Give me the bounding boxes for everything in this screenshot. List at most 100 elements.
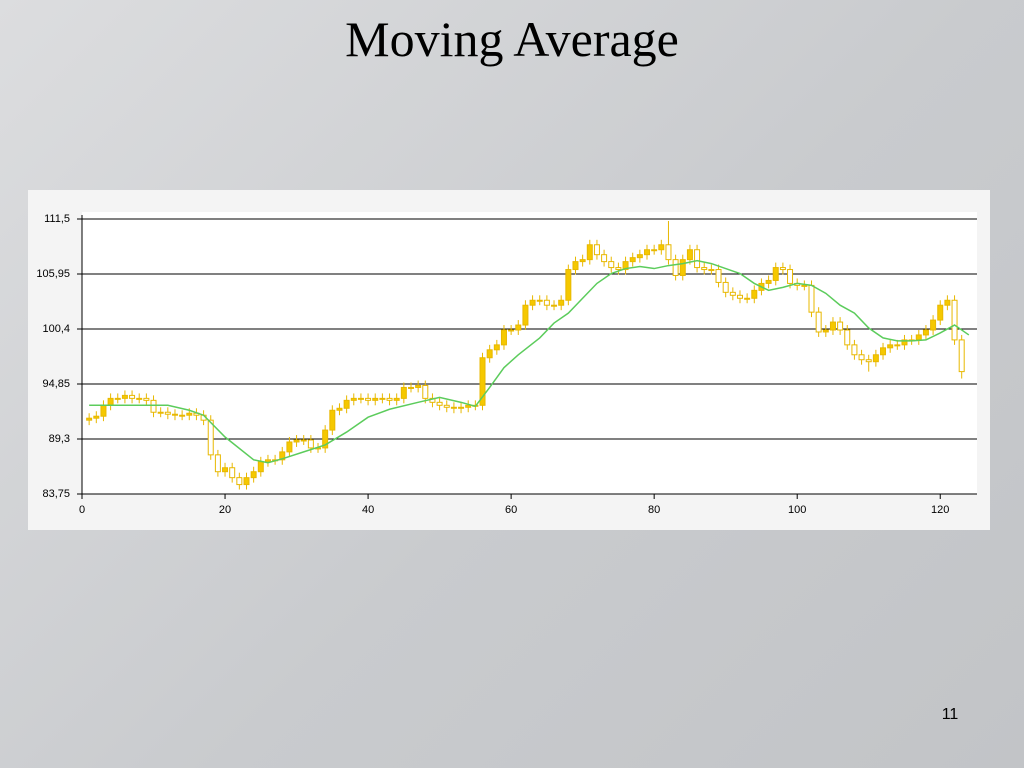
candle-body xyxy=(386,397,393,401)
candle-body xyxy=(951,299,958,341)
candle-body xyxy=(222,467,229,473)
candle-body xyxy=(300,439,307,442)
candle-body xyxy=(329,409,336,431)
candle-body xyxy=(407,386,414,389)
candle-body xyxy=(894,344,901,347)
candle-body xyxy=(858,354,865,361)
candle-body xyxy=(565,269,572,301)
candle-body xyxy=(644,249,651,256)
plot-area xyxy=(82,212,977,494)
candle-body xyxy=(250,471,257,479)
candle-body xyxy=(415,384,422,388)
candle-body xyxy=(121,394,128,399)
candle-body xyxy=(772,267,779,281)
candle-body xyxy=(615,267,622,271)
candle-body xyxy=(744,297,751,300)
candle-body xyxy=(171,413,178,416)
candle-body xyxy=(880,347,887,356)
candle-body xyxy=(400,386,407,399)
candle-body xyxy=(751,289,758,299)
candle-body xyxy=(558,299,565,306)
candle-body xyxy=(601,254,608,263)
candle-body xyxy=(257,461,264,473)
candle-body xyxy=(672,259,679,276)
candle-body xyxy=(307,439,314,449)
candle-body xyxy=(379,397,386,400)
candle-body xyxy=(293,439,300,443)
candle-body xyxy=(765,279,772,284)
candle-body xyxy=(458,406,465,409)
candle-body xyxy=(100,404,107,417)
candle-body xyxy=(536,299,543,302)
candle-body xyxy=(286,441,293,453)
candle-body xyxy=(436,401,443,406)
candle-body xyxy=(136,397,143,400)
candle-body xyxy=(572,261,579,271)
candle-body xyxy=(815,311,822,333)
x-tick-label: 120 xyxy=(931,504,949,516)
candle-body xyxy=(937,304,944,321)
candle-body xyxy=(322,429,329,449)
candle-body xyxy=(343,399,350,409)
candle-body xyxy=(701,267,708,271)
candle-body xyxy=(214,454,221,473)
candle-body xyxy=(465,404,472,408)
candle-body xyxy=(593,244,600,256)
candle-body xyxy=(186,412,193,416)
candle-body xyxy=(779,267,786,271)
candle-body xyxy=(787,269,794,284)
candle-body xyxy=(715,269,722,283)
x-tick-label: 40 xyxy=(362,504,374,516)
candle-body xyxy=(651,249,658,252)
candle-body xyxy=(522,304,529,326)
candle-body xyxy=(944,299,951,306)
candle-body xyxy=(529,299,536,306)
candle-body xyxy=(586,244,593,261)
candle-body xyxy=(372,397,379,401)
candle-body xyxy=(157,411,164,414)
candle-body xyxy=(450,406,457,409)
candle-body xyxy=(829,321,836,331)
candle-body xyxy=(665,244,672,261)
candle-body xyxy=(887,344,894,349)
y-tick-label: 94,85 xyxy=(42,378,70,390)
page-number: 11 xyxy=(941,706,959,723)
candle-body xyxy=(350,397,357,401)
candle-body xyxy=(508,329,515,332)
candle-body xyxy=(851,344,858,356)
candle-body xyxy=(422,384,429,399)
candle-body xyxy=(493,344,500,351)
candle-body xyxy=(279,451,286,461)
candle-body xyxy=(865,359,872,363)
candle-body xyxy=(801,284,808,287)
candle-body xyxy=(515,324,522,331)
candle-body xyxy=(844,329,851,346)
candle-body xyxy=(822,329,829,333)
candle-body xyxy=(922,329,929,336)
candle-body xyxy=(243,477,250,486)
candle-body xyxy=(901,339,908,346)
candle-body xyxy=(479,357,486,406)
candle-body xyxy=(264,459,271,463)
candle-body xyxy=(336,407,343,411)
candle-body xyxy=(930,319,937,331)
candle-body xyxy=(629,257,636,263)
candle-body xyxy=(207,419,214,456)
candle-body xyxy=(736,294,743,299)
moving-average-line xyxy=(89,259,970,464)
candle-body xyxy=(179,414,186,417)
candle-body xyxy=(486,349,493,359)
candle-body xyxy=(872,354,879,363)
candle-body xyxy=(229,467,236,479)
candle-body xyxy=(150,399,157,413)
candle-body xyxy=(365,397,372,401)
candle-body xyxy=(915,334,922,341)
slide-title: Moving Average xyxy=(345,11,679,67)
candle-body xyxy=(357,397,364,400)
candle-body xyxy=(236,477,243,486)
candle-body xyxy=(107,397,114,406)
candle-body xyxy=(129,394,136,399)
candle-body xyxy=(622,261,629,271)
y-tick-label: 105,95 xyxy=(36,268,70,280)
